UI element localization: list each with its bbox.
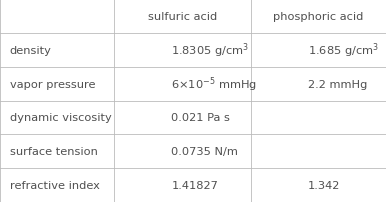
Text: 1.685 g/cm$^3$: 1.685 g/cm$^3$ (308, 41, 379, 60)
Text: refractive index: refractive index (10, 180, 100, 190)
Text: phosphoric acid: phosphoric acid (273, 12, 364, 22)
Text: 0.021 Pa s: 0.021 Pa s (171, 113, 230, 123)
Text: dynamic viscosity: dynamic viscosity (10, 113, 112, 123)
Text: density: density (10, 45, 51, 56)
Text: vapor pressure: vapor pressure (10, 79, 95, 89)
Text: 2.2 mmHg: 2.2 mmHg (308, 79, 367, 89)
Text: 1.342: 1.342 (308, 180, 340, 190)
Text: $6{\times}10^{-5}$ mmHg: $6{\times}10^{-5}$ mmHg (171, 75, 257, 93)
Text: 1.8305 g/cm$^3$: 1.8305 g/cm$^3$ (171, 41, 249, 60)
Text: surface tension: surface tension (10, 146, 98, 157)
Text: 1.41827: 1.41827 (171, 180, 218, 190)
Text: 0.0735 N/m: 0.0735 N/m (171, 146, 238, 157)
Text: sulfuric acid: sulfuric acid (148, 12, 217, 22)
